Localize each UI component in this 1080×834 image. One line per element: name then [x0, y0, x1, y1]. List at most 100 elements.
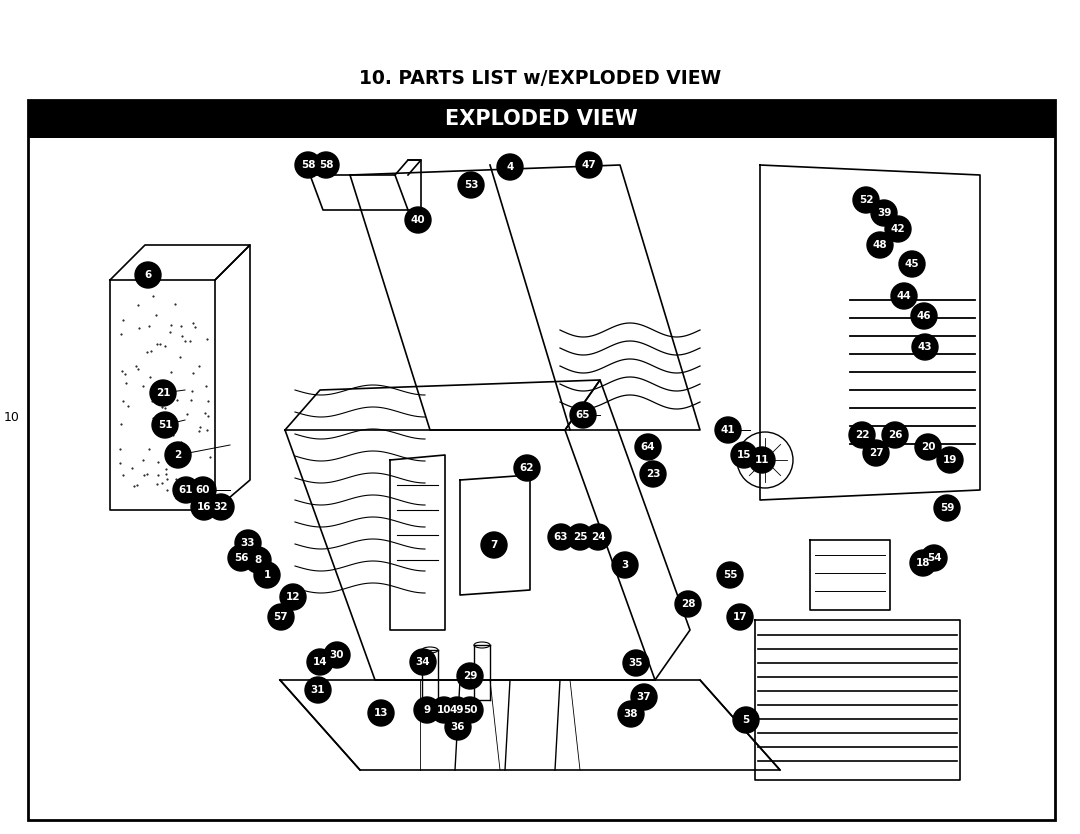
Text: 18: 18 [916, 558, 930, 568]
Text: 50: 50 [462, 705, 477, 715]
Circle shape [921, 545, 947, 571]
Circle shape [727, 604, 753, 630]
Circle shape [912, 334, 939, 360]
Text: 32: 32 [214, 502, 228, 512]
Circle shape [675, 591, 701, 617]
Circle shape [313, 152, 339, 178]
Text: 47: 47 [582, 160, 596, 170]
Circle shape [254, 562, 280, 588]
Circle shape [585, 524, 611, 550]
Circle shape [882, 422, 908, 448]
Text: 4: 4 [507, 162, 514, 172]
Text: 22: 22 [854, 430, 869, 440]
Circle shape [640, 461, 666, 487]
Circle shape [280, 584, 306, 610]
Text: 26: 26 [888, 430, 902, 440]
Circle shape [268, 604, 294, 630]
Text: 45: 45 [905, 259, 919, 269]
Circle shape [458, 172, 484, 198]
Circle shape [368, 700, 394, 726]
Text: 63: 63 [554, 532, 568, 542]
Text: 8: 8 [255, 555, 261, 565]
Text: 14: 14 [313, 657, 327, 667]
Circle shape [152, 412, 178, 438]
Text: 16: 16 [197, 502, 212, 512]
Circle shape [457, 663, 483, 689]
Text: 37: 37 [637, 692, 651, 702]
Text: 11: 11 [755, 455, 769, 465]
Text: 39: 39 [877, 208, 891, 218]
Circle shape [307, 649, 333, 675]
Circle shape [576, 152, 602, 178]
Circle shape [324, 642, 350, 668]
Circle shape [733, 707, 759, 733]
Text: 58: 58 [319, 160, 334, 170]
Text: 42: 42 [891, 224, 905, 234]
Text: 10. PARTS LIST w/EXPLODED VIEW: 10. PARTS LIST w/EXPLODED VIEW [359, 68, 721, 88]
Text: 17: 17 [732, 612, 747, 622]
Circle shape [165, 442, 191, 468]
Text: 6: 6 [145, 270, 151, 280]
Circle shape [870, 200, 897, 226]
Text: 60: 60 [195, 485, 211, 495]
Circle shape [150, 380, 176, 406]
Text: 59: 59 [940, 503, 955, 513]
Circle shape [295, 152, 321, 178]
Circle shape [618, 701, 644, 727]
Circle shape [635, 434, 661, 460]
Text: 12: 12 [286, 592, 300, 602]
Text: 51: 51 [158, 420, 172, 430]
Text: 24: 24 [591, 532, 605, 542]
Circle shape [190, 477, 216, 503]
Text: 10: 10 [4, 410, 19, 424]
Text: 38: 38 [624, 709, 638, 719]
Text: 3: 3 [621, 560, 629, 570]
Circle shape [912, 303, 937, 329]
Text: 29: 29 [463, 671, 477, 681]
Text: 58: 58 [300, 160, 315, 170]
Circle shape [228, 545, 254, 571]
Circle shape [731, 442, 757, 468]
Circle shape [899, 251, 924, 277]
Circle shape [481, 532, 507, 558]
Text: 62: 62 [519, 463, 535, 473]
Circle shape [445, 714, 471, 740]
Text: 2: 2 [174, 450, 181, 460]
Circle shape [915, 434, 941, 460]
Circle shape [623, 650, 649, 676]
Text: 64: 64 [640, 442, 656, 452]
Text: 10: 10 [436, 705, 451, 715]
Circle shape [937, 447, 963, 473]
Circle shape [410, 649, 436, 675]
Text: 23: 23 [646, 469, 660, 479]
Text: 53: 53 [463, 180, 478, 190]
Circle shape [849, 422, 875, 448]
Text: 43: 43 [918, 342, 932, 352]
Text: 44: 44 [896, 291, 912, 301]
Text: 56: 56 [233, 553, 248, 563]
Circle shape [863, 440, 889, 466]
Text: 27: 27 [868, 448, 883, 458]
Circle shape [885, 216, 912, 242]
Text: 34: 34 [416, 657, 430, 667]
Circle shape [567, 524, 593, 550]
Text: 5: 5 [742, 715, 750, 725]
Bar [28, 100, 1055, 138]
Text: 55: 55 [723, 570, 738, 580]
Circle shape [431, 697, 457, 723]
Circle shape [405, 207, 431, 233]
Text: 19: 19 [943, 455, 957, 465]
Text: 54: 54 [927, 553, 942, 563]
Text: 35: 35 [629, 658, 644, 668]
Text: 65: 65 [576, 410, 591, 420]
Circle shape [715, 417, 741, 443]
Circle shape [457, 697, 483, 723]
Circle shape [235, 530, 261, 556]
Circle shape [934, 495, 960, 521]
Text: 57: 57 [273, 612, 288, 622]
Text: 21: 21 [156, 388, 171, 398]
Text: 40: 40 [410, 215, 426, 225]
Text: 33: 33 [241, 538, 255, 548]
Circle shape [548, 524, 573, 550]
Circle shape [853, 187, 879, 213]
